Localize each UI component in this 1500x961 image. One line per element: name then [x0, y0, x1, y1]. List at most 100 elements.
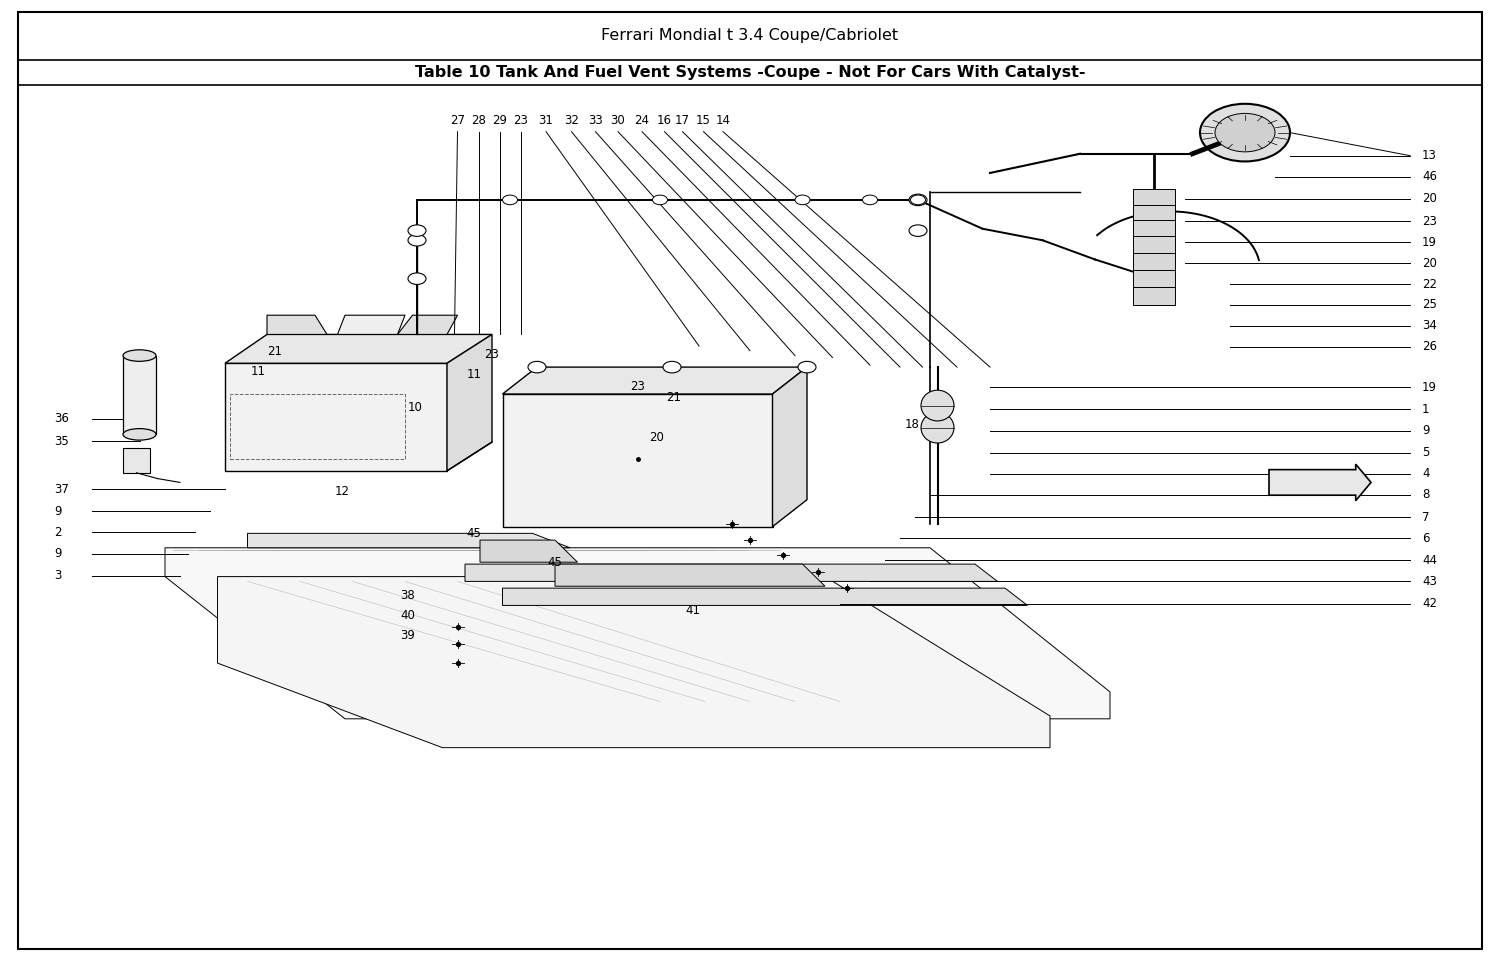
Text: 15: 15	[696, 113, 711, 127]
Text: 39: 39	[400, 628, 416, 642]
Polygon shape	[217, 577, 1050, 748]
Text: 7: 7	[1422, 510, 1430, 524]
Text: 9: 9	[1422, 424, 1430, 437]
Polygon shape	[480, 540, 578, 562]
Bar	[1132, 253, 1174, 270]
Circle shape	[1215, 113, 1275, 152]
Text: 26: 26	[1422, 340, 1437, 354]
Text: 20: 20	[1422, 257, 1437, 270]
Text: 36: 36	[54, 412, 69, 426]
Circle shape	[652, 195, 668, 205]
Text: 2: 2	[54, 526, 62, 539]
Text: 11: 11	[466, 368, 482, 382]
Text: 27: 27	[450, 113, 465, 127]
Bar	[123, 448, 150, 473]
Circle shape	[862, 195, 877, 205]
Circle shape	[503, 195, 518, 205]
Text: 22: 22	[1422, 278, 1437, 291]
Bar	[1132, 236, 1174, 254]
Polygon shape	[165, 548, 1110, 719]
Text: 6: 6	[1422, 531, 1430, 545]
Text: 31: 31	[538, 113, 554, 127]
Ellipse shape	[123, 350, 156, 361]
Text: 17: 17	[675, 113, 690, 127]
Circle shape	[798, 361, 816, 373]
Text: 42: 42	[1422, 597, 1437, 610]
Text: 8: 8	[1422, 488, 1430, 502]
Circle shape	[408, 273, 426, 284]
Circle shape	[910, 195, 926, 205]
Text: 35: 35	[54, 434, 69, 448]
Text: 28: 28	[471, 113, 486, 127]
Text: 12: 12	[334, 484, 350, 498]
Text: 40: 40	[400, 608, 416, 622]
Text: 32: 32	[564, 113, 579, 127]
Text: 10: 10	[408, 401, 423, 414]
Text: 37: 37	[54, 482, 69, 496]
Text: Table 10 Tank And Fuel Vent Systems -Coupe - Not For Cars With Catalyst-: Table 10 Tank And Fuel Vent Systems -Cou…	[414, 64, 1084, 80]
Polygon shape	[503, 588, 1028, 605]
Polygon shape	[503, 367, 807, 394]
Text: 21: 21	[666, 391, 681, 405]
Text: 14: 14	[716, 113, 730, 127]
Text: 24: 24	[634, 113, 650, 127]
Circle shape	[528, 361, 546, 373]
Text: 9: 9	[54, 505, 62, 518]
Polygon shape	[447, 334, 492, 471]
Text: 30: 30	[610, 113, 626, 127]
Text: 38: 38	[400, 589, 416, 603]
Polygon shape	[772, 367, 807, 527]
Text: 44: 44	[1422, 554, 1437, 567]
Polygon shape	[225, 363, 447, 471]
Text: 20: 20	[1422, 192, 1437, 206]
Text: 5: 5	[1422, 446, 1430, 459]
Bar	[123, 356, 156, 434]
Text: 46: 46	[1422, 170, 1437, 184]
Text: 29: 29	[492, 113, 507, 127]
Text: 18: 18	[904, 418, 920, 431]
Bar	[1132, 287, 1174, 305]
Circle shape	[795, 195, 810, 205]
Bar	[1132, 189, 1174, 207]
Polygon shape	[225, 334, 492, 363]
Circle shape	[909, 225, 927, 236]
Text: 33: 33	[588, 113, 603, 127]
Text: 1: 1	[1422, 403, 1430, 416]
Text: 34: 34	[1422, 319, 1437, 333]
Text: 21: 21	[267, 345, 282, 358]
Text: 43: 43	[1422, 575, 1437, 588]
Text: 23: 23	[630, 380, 645, 393]
Polygon shape	[555, 564, 825, 586]
Bar	[1132, 220, 1174, 237]
Bar	[1132, 270, 1174, 287]
Text: 4: 4	[1422, 467, 1430, 480]
Text: 19: 19	[1422, 235, 1437, 249]
Text: Ferrari Mondial t 3.4 Coupe/Cabriolet: Ferrari Mondial t 3.4 Coupe/Cabriolet	[602, 28, 898, 43]
Text: 9: 9	[54, 547, 62, 560]
Text: 23: 23	[513, 113, 528, 127]
Text: 3: 3	[54, 569, 62, 582]
Text: 23: 23	[484, 348, 500, 361]
Polygon shape	[338, 315, 405, 334]
Ellipse shape	[123, 429, 156, 440]
Text: 13: 13	[1422, 149, 1437, 162]
Text: 20: 20	[650, 431, 664, 444]
Polygon shape	[503, 394, 772, 527]
Polygon shape	[248, 533, 570, 548]
Text: 16: 16	[657, 113, 672, 127]
Polygon shape	[465, 564, 998, 581]
Ellipse shape	[921, 390, 954, 421]
Bar	[230, 394, 405, 459]
Text: 25: 25	[1422, 298, 1437, 311]
Text: 45: 45	[466, 527, 482, 540]
Polygon shape	[1269, 464, 1371, 501]
Circle shape	[909, 194, 927, 206]
Polygon shape	[267, 315, 327, 334]
Circle shape	[408, 225, 426, 236]
Text: 11: 11	[251, 365, 266, 379]
Ellipse shape	[921, 412, 954, 443]
Circle shape	[408, 234, 426, 246]
Polygon shape	[398, 315, 458, 334]
Text: 19: 19	[1422, 381, 1437, 394]
Circle shape	[1200, 104, 1290, 161]
